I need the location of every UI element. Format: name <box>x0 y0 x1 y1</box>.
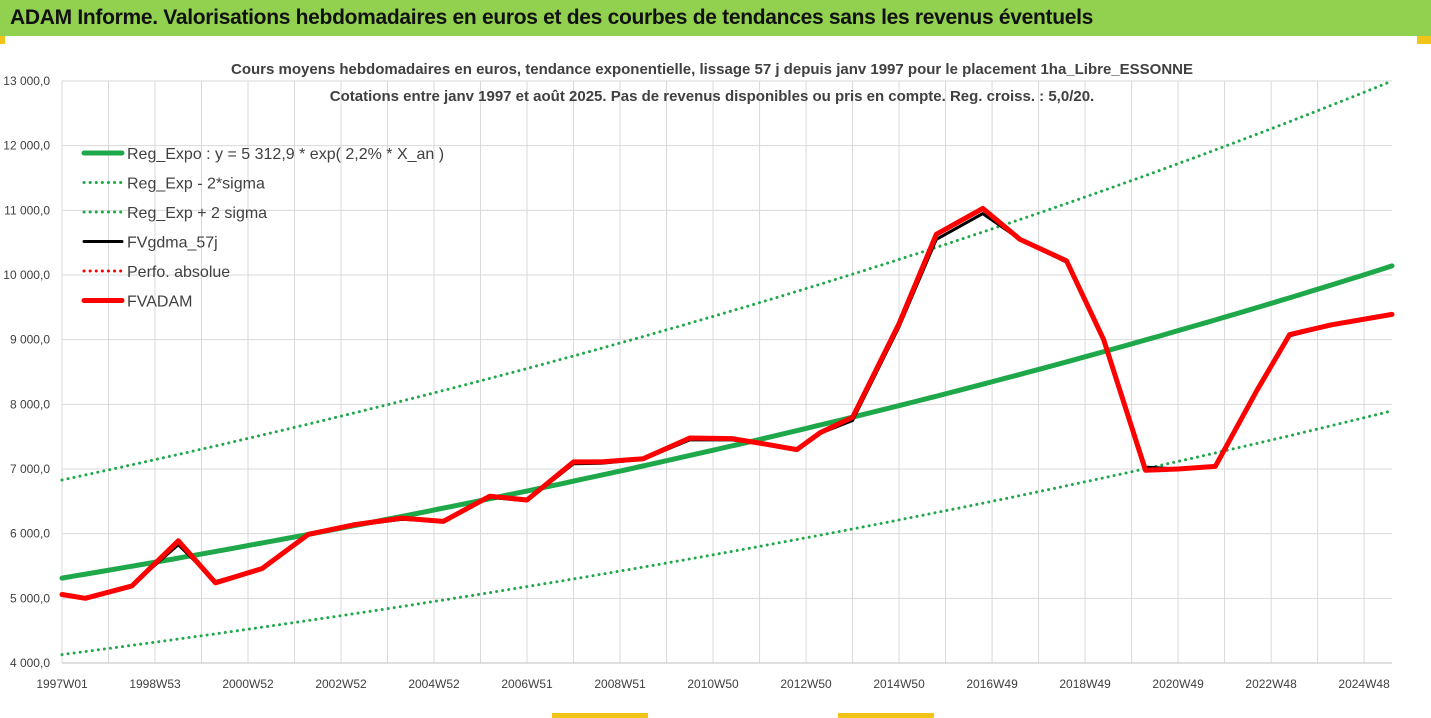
corner-mark-bottom-center-right <box>838 713 934 718</box>
y-tick-labels: 4 000,0 5 000,0 6 000,0 7 000,0 8 000,0 9 000… <box>3 74 50 670</box>
corner-mark-top-left <box>0 36 5 44</box>
y-tick-label: 9 000,0 <box>10 333 50 347</box>
legend-label-5: FVADAM <box>127 294 192 311</box>
x-tick-label: 2018W49 <box>1059 677 1111 691</box>
legend-label-3: FVgdma_57j <box>127 235 218 252</box>
corner-mark-bottom-center-left <box>552 713 648 718</box>
series-line-0 <box>59 263 1395 581</box>
legend-label-0: Reg_Expo : y = 5 312,9 * exp( 2,2% * X_a… <box>127 146 444 163</box>
legend-label-2: Reg_Exp + 2 sigma <box>127 205 267 222</box>
y-tick-label: 7 000,0 <box>10 462 50 476</box>
x-tick-label: 2024W48 <box>1338 677 1390 691</box>
y-tick-label: 8 000,0 <box>10 397 50 411</box>
series-line-3 <box>60 212 1394 600</box>
x-tick-label: 2006W51 <box>501 677 553 691</box>
corner-mark-top-right <box>1417 36 1431 44</box>
chart-area: 4 000,0 5 000,0 6 000,0 7 000,0 8 000,0 9 000… <box>0 36 1431 718</box>
chart-title: Cours moyens hebdomadaires en euros, ten… <box>231 61 1193 78</box>
series-line-5 <box>59 205 1395 601</box>
x-tick-labels: 1997W01 1998W53 2000W52 2002W52 2004W52 2006W… <box>36 677 1390 691</box>
x-tick-label: 2014W50 <box>873 677 925 691</box>
legend: Reg_Expo : y = 5 312,9 * exp( 2,2% * X_a… <box>81 146 444 311</box>
y-tick-label: 4 000,0 <box>10 656 50 670</box>
banner-title: ADAM Informe. Valorisations hebdomadaire… <box>10 6 1094 29</box>
x-tick-label: 2022W48 <box>1245 677 1297 691</box>
y-tick-label: 5 000,0 <box>10 591 50 605</box>
x-tick-label: 1997W01 <box>36 677 88 691</box>
chart-svg: 4 000,0 5 000,0 6 000,0 7 000,0 8 000,0 9 000… <box>3 61 1395 691</box>
y-tick-label: 10 000,0 <box>3 268 50 282</box>
x-tick-label: 2020W49 <box>1152 677 1204 691</box>
y-tick-label: 11 000,0 <box>4 203 50 217</box>
y-tick-label: 13 000,0 <box>3 74 50 88</box>
x-tick-label: 2016W49 <box>966 677 1018 691</box>
x-tick-label: 2008W51 <box>594 677 646 691</box>
chart-subtitle: Cotations entre janv 1997 et août 2025. … <box>330 88 1094 105</box>
series-line-2 <box>60 79 1394 482</box>
x-tick-label: 2012W50 <box>780 677 832 691</box>
y-tick-label: 12 000,0 <box>3 139 50 153</box>
series-lines <box>59 79 1395 657</box>
x-tick-label: 2002W52 <box>315 677 367 691</box>
legend-label-1: Reg_Exp - 2*sigma <box>127 176 265 193</box>
legend-label-4: Perfo. absolue <box>127 264 230 281</box>
banner: ADAM Informe. Valorisations hebdomadaire… <box>0 0 1431 36</box>
y-tick-label: 6 000,0 <box>10 527 50 541</box>
x-tick-label: 2010W50 <box>687 677 739 691</box>
x-tick-label: 2004W52 <box>408 677 460 691</box>
x-tick-label: 1998W53 <box>129 677 181 691</box>
grid <box>61 80 1392 664</box>
x-tick-label: 2000W52 <box>222 677 274 691</box>
